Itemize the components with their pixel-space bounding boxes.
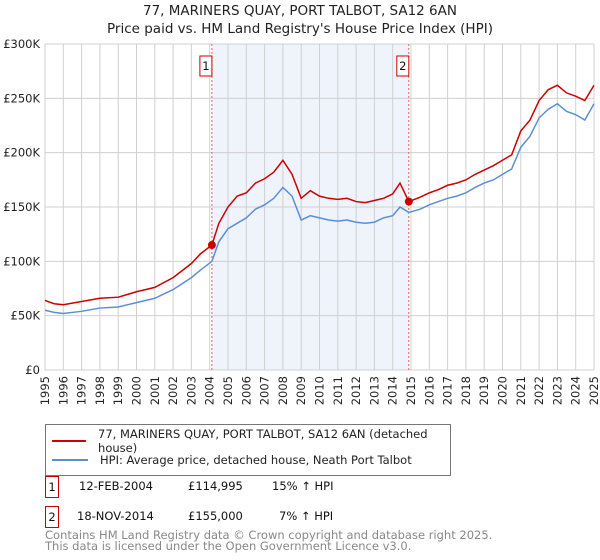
chart-subtitle: Price paid vs. HM Land Registry's House … <box>107 21 493 37</box>
x-tick-label: 2018 <box>459 376 473 405</box>
x-tick-label: 2009 <box>294 376 308 405</box>
y-tick-label: £300K <box>3 37 40 51</box>
y-tick-label: £0 <box>25 363 40 377</box>
legend-item-property: 77, MARINERS QUAY, PORT TALBOT, SA12 6AN… <box>52 427 450 455</box>
x-tick-label: 2017 <box>441 376 455 405</box>
x-tick-label: 2019 <box>477 376 491 405</box>
transaction-hpi: 7% ↑ HPI <box>279 509 334 523</box>
legend-label: 77, MARINERS QUAY, PORT TALBOT, SA12 6AN… <box>98 427 428 455</box>
x-tick-label: 2008 <box>276 376 290 405</box>
y-tick-label: £250K <box>3 91 40 105</box>
x-tick-label: 2016 <box>422 376 436 405</box>
x-tick-label: 1996 <box>56 376 70 405</box>
legend-item-hpi: HPI: Average price, detached house, Neat… <box>52 452 412 468</box>
x-tick-label: 1995 <box>38 376 52 405</box>
transaction-price: £155,000 <box>188 509 243 523</box>
x-tick-label: 2004 <box>203 376 217 405</box>
transaction-marker: 2 <box>45 506 59 528</box>
footer-line: Contains HM Land Registry data © Crown c… <box>45 528 493 542</box>
x-tick-label: 2025 <box>587 376 600 405</box>
x-tick-label: 2015 <box>404 376 418 405</box>
x-tick-label: 2013 <box>367 376 381 405</box>
legend-label: HPI: Average price, detached house, Neat… <box>100 453 412 467</box>
legend: 77, MARINERS QUAY, PORT TALBOT, SA12 6AN… <box>45 424 451 476</box>
sale-point <box>207 241 216 250</box>
annotation-label: 1 <box>202 59 209 73</box>
x-tick-label: 2023 <box>550 376 564 405</box>
annotation-box <box>396 55 410 77</box>
y-tick-label: £50K <box>11 309 41 323</box>
y-tick-label: £200K <box>3 146 40 160</box>
footer-line: This data is licensed under the Open Gov… <box>45 539 412 553</box>
x-tick-label: 1997 <box>75 376 89 405</box>
x-tick-label: 2002 <box>166 376 180 405</box>
x-tick-label: 2020 <box>496 376 510 405</box>
x-tick-label: 2024 <box>569 376 583 405</box>
legend-swatch-blue <box>52 459 88 461</box>
y-tick-label: £150K <box>3 200 40 214</box>
legend-swatch-red <box>52 440 87 442</box>
x-tick-label: 2010 <box>313 376 327 405</box>
hpi-series-line <box>44 102 595 315</box>
x-tick-label: 2001 <box>148 376 162 405</box>
footer: Contains HM Land Registry data © Crown c… <box>45 528 493 553</box>
x-tick-label: 2022 <box>532 376 546 405</box>
transaction-marker: 1 <box>45 476 59 498</box>
sale-point <box>404 197 413 206</box>
transaction-price: £114,995 <box>188 479 243 493</box>
annotation-label: 2 <box>399 59 406 73</box>
transaction-date: 12-FEB-2004 <box>79 479 153 493</box>
transaction-date: 18-NOV-2014 <box>77 509 154 523</box>
x-tick-label: 2014 <box>386 376 400 405</box>
x-tick-label: 1999 <box>111 376 125 405</box>
chart-title: 77, MARINERS QUAY, PORT TALBOT, SA12 6AN <box>143 3 457 19</box>
x-tick-label: 2011 <box>331 376 345 405</box>
annotation-box <box>199 55 213 77</box>
x-tick-label: 2005 <box>221 376 235 405</box>
y-tick-label: £100K <box>3 254 40 268</box>
x-tick-label: 1998 <box>93 376 107 405</box>
x-tick-label: 2012 <box>349 376 363 405</box>
property-series-line <box>44 84 595 306</box>
x-tick-label: 2000 <box>130 376 144 405</box>
x-tick-label: 2006 <box>239 376 253 405</box>
x-tick-label: 2003 <box>184 376 198 405</box>
x-tick-label: 2007 <box>258 376 272 405</box>
transaction-hpi: 15% ↑ HPI <box>272 479 334 493</box>
price-chart: 1995 1996 1997 1998 1999 2000 2001 2002 2003 2004… <box>3 37 600 405</box>
x-tick-label: 2021 <box>514 376 528 405</box>
